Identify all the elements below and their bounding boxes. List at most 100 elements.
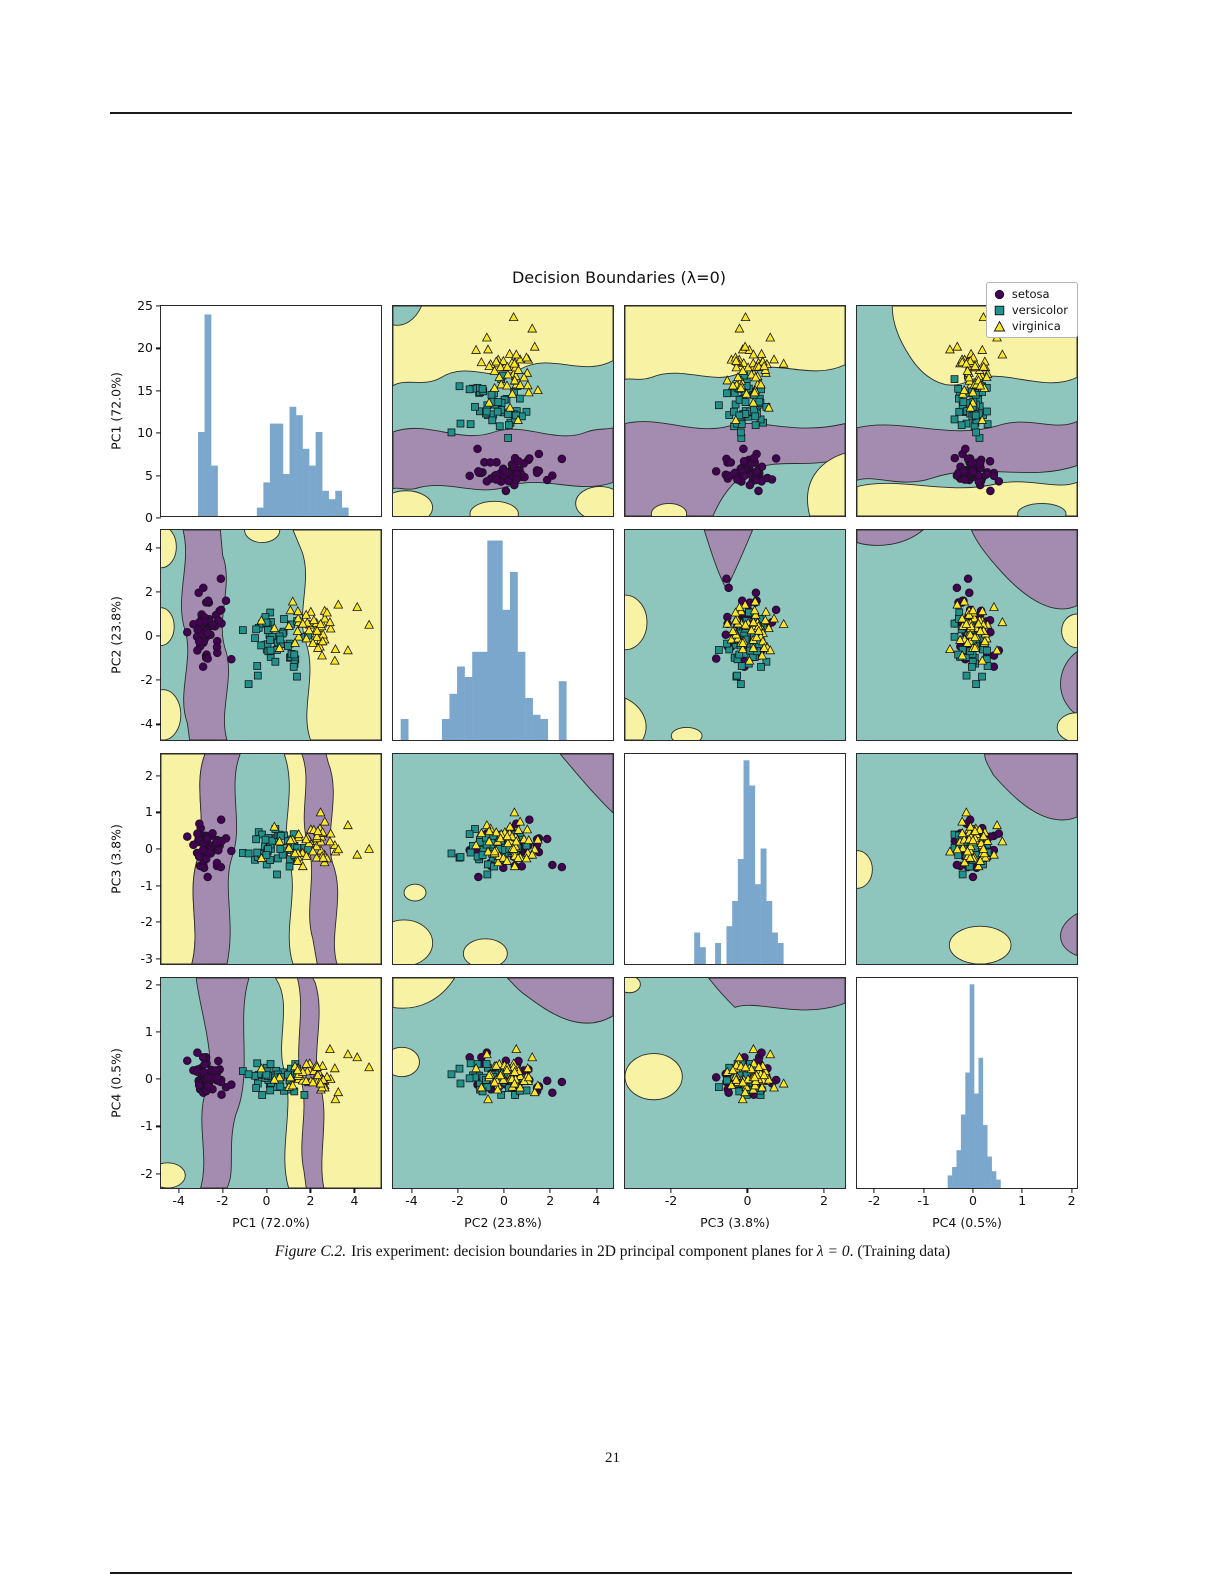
scatter-point-versicolor (522, 407, 531, 416)
decision-region (625, 306, 845, 380)
scatter-canvas (161, 978, 381, 1188)
scatter-point-virginica (527, 849, 538, 859)
scatter-point-virginica (498, 1074, 509, 1084)
scatter-point-virginica (471, 344, 481, 354)
scatter-point-virginica (301, 834, 312, 844)
scatter-point-virginica (759, 1069, 770, 1080)
scatter-point-versicolor (266, 636, 275, 644)
scatter-point-setosa (994, 829, 1004, 838)
y-tick-label: 20 (137, 340, 153, 356)
decision-region (393, 1047, 419, 1076)
scatter-point-virginica (364, 1062, 375, 1072)
scatter-point-virginica (491, 1060, 502, 1070)
scatter-point-versicolor (504, 434, 512, 442)
scatter-point-virginica (968, 605, 978, 615)
scatter-point-versicolor (483, 870, 492, 879)
scatter-point-virginica (293, 631, 304, 641)
hist-bar (525, 698, 533, 740)
scatter-point-versicolor (266, 1086, 275, 1095)
scatter-point-virginica (496, 379, 507, 389)
hist-bar (715, 943, 722, 964)
scatter-point-virginica (352, 1052, 363, 1062)
hist-bar (400, 719, 409, 740)
hist-bar (960, 1114, 966, 1188)
scatter-point-virginica (965, 821, 976, 831)
y-axis-label: PC3 (3.8%) (108, 824, 124, 894)
scatter-point-virginica (748, 642, 759, 652)
scatter-point-setosa (548, 1088, 557, 1097)
scatter-point-setosa (214, 846, 223, 855)
hist-bar (699, 947, 706, 964)
scatter-point-virginica (311, 841, 322, 851)
scatter-point-versicolor (251, 634, 259, 643)
histogram-canvas (400, 540, 567, 740)
scatter-point-virginica (311, 852, 322, 862)
x-tick-mark (1021, 1188, 1023, 1193)
decision-region (625, 595, 647, 650)
histogram-canvas (694, 760, 784, 964)
scatter-point-virginica (731, 362, 742, 372)
scatter-point-setosa (214, 1056, 223, 1066)
scatter-point-virginica (961, 358, 972, 368)
scatter-point-virginica (962, 846, 973, 856)
scatter-point-versicolor (244, 849, 253, 858)
decision-region (808, 453, 845, 516)
scatter-point-virginica (978, 361, 989, 371)
y-tick-mark (156, 775, 161, 777)
y-tick-label: -4 (140, 716, 153, 732)
scatter-point-virginica (319, 816, 330, 826)
scatter-point-virginica (997, 836, 1008, 846)
histogram-canvas (198, 314, 349, 516)
scatter-point-virginica (333, 844, 344, 854)
decision-region (560, 754, 613, 813)
scatter-point-virginica (513, 364, 524, 374)
scatter-point-virginica (301, 609, 312, 619)
scatter-point-virginica (256, 852, 267, 862)
decision-region (625, 1054, 682, 1100)
scatter-point-virginica (330, 1094, 341, 1104)
y-tick-mark (156, 635, 161, 637)
scatter-point-versicolor (465, 1074, 474, 1083)
scatter-point-virginica (521, 853, 532, 863)
scatter-point-versicolor (950, 415, 959, 424)
scatter-point-virginica (751, 631, 762, 642)
scatter-canvas (393, 754, 613, 964)
scatter-point-versicolor (466, 420, 475, 429)
scatter-point-setosa (203, 654, 212, 663)
scatter-point-virginica (759, 642, 770, 652)
scatter-point-virginica (730, 615, 741, 625)
scatter-point-setosa (183, 627, 192, 637)
scatter-point-virginica (508, 843, 519, 853)
scatter-point-virginica (292, 606, 303, 616)
scatter-point-virginica (308, 614, 319, 625)
scatter-point-setosa (194, 852, 204, 861)
scatter-point-virginica (765, 332, 776, 342)
scatter-point-versicolor (273, 870, 281, 879)
hist-bar (269, 423, 277, 516)
y-tick-mark (156, 305, 161, 307)
hist-bar (766, 901, 773, 964)
scatter-point-virginica (491, 356, 502, 366)
x-tick-label: 4 (350, 1193, 359, 1208)
hist-bar (204, 314, 212, 516)
scatter-point-virginica (740, 1062, 751, 1072)
y-tick-label: 4 (145, 539, 153, 555)
scatter-point-setosa (771, 605, 781, 615)
decision-region (1061, 914, 1077, 956)
scatter-point-virginica (312, 642, 323, 652)
scatter-point-virginica (315, 618, 326, 628)
scatter-point-virginica (763, 402, 774, 412)
scatter-point-virginica (511, 1043, 522, 1053)
scatter-point-versicolor (447, 428, 456, 437)
y-tick-label: 0 (145, 627, 153, 643)
scatter-point-virginica (968, 387, 978, 397)
scatter-point-virginica (529, 1087, 540, 1097)
scatter-point-versicolor (258, 1091, 267, 1099)
scatter-point-virginica (292, 1065, 303, 1075)
scatter-point-virginica (755, 379, 766, 389)
pairplot: 0 5 10 15 20 25 -4 -2 0 2 4 -3 -2 -1 0 1 2 -2 -1 0 1 2 -4 -2 0 2 4… (109, 282, 1078, 1230)
scatter-point-virginica (301, 1075, 312, 1085)
scatter-point-virginica (513, 852, 523, 862)
scatter-point-versicolor (266, 856, 275, 864)
scatter-point-virginica (731, 355, 742, 365)
